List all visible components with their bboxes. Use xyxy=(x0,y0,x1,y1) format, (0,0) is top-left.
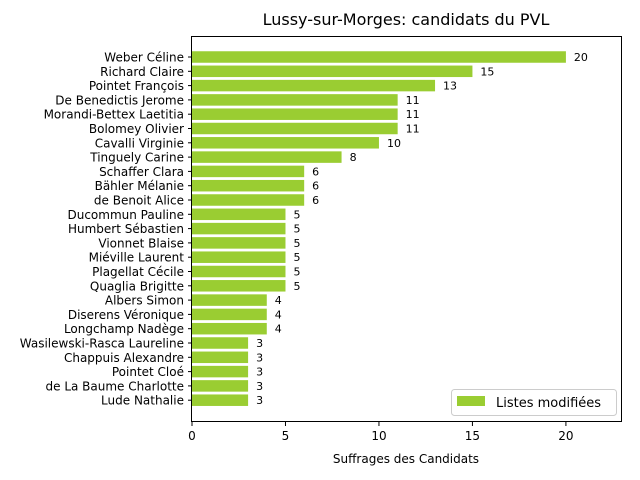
bar xyxy=(192,365,249,378)
category-label: Cavalli Virginie xyxy=(95,136,184,150)
bar xyxy=(192,108,398,120)
bar xyxy=(192,380,249,392)
category-label: Humbert Sébastien xyxy=(68,222,184,236)
category-label: Bolomey Olivier xyxy=(89,122,184,136)
value-label: 8 xyxy=(350,151,357,164)
bar xyxy=(192,208,286,221)
value-label: 5 xyxy=(293,266,300,279)
bar xyxy=(192,322,267,335)
bar xyxy=(192,251,286,263)
value-label: 4 xyxy=(275,308,282,321)
category-label: Plagellat Cécile xyxy=(92,265,184,279)
category-label: Wasilewski-Rasca Laureline xyxy=(20,337,184,351)
x-axis-label: Suffrages des Candidats xyxy=(333,452,479,466)
category-label: Morandi-Bettex Laetitia xyxy=(44,108,184,122)
x-tick-label: 20 xyxy=(558,429,573,443)
bar xyxy=(192,122,398,135)
value-label: 11 xyxy=(406,123,420,136)
bar xyxy=(192,94,398,106)
value-label: 5 xyxy=(293,237,300,250)
legend-swatch xyxy=(457,396,485,406)
x-axis-ticks: 0 5 10 15 20 xyxy=(188,422,574,443)
value-label: 13 xyxy=(443,80,457,93)
category-label: Richard Claire xyxy=(100,65,184,79)
bar xyxy=(192,151,342,163)
bar xyxy=(192,51,566,63)
category-label: De Benedictis Jerome xyxy=(55,93,184,107)
value-label: 3 xyxy=(256,337,263,350)
category-label: Quaglia Brigitte xyxy=(90,279,184,293)
value-label: 5 xyxy=(293,280,300,293)
plot-frame xyxy=(191,36,622,422)
value-label: 5 xyxy=(293,223,300,236)
category-label: Diserens Véronique xyxy=(68,308,184,322)
legend-label: Listes modifiées xyxy=(496,396,601,411)
value-label: 3 xyxy=(256,394,263,407)
category-label: Vionnet Blaise xyxy=(98,236,184,250)
value-label: 6 xyxy=(312,165,319,178)
bar xyxy=(192,394,249,406)
x-tick-label: 10 xyxy=(371,429,386,443)
bars-group xyxy=(192,51,566,406)
category-label: Chappuis Alexandre xyxy=(64,351,184,365)
bar xyxy=(192,337,249,349)
value-label: 4 xyxy=(275,294,282,307)
value-label: 5 xyxy=(293,251,300,264)
category-label: de Benoit Alice xyxy=(94,194,184,208)
value-label: 15 xyxy=(480,65,494,78)
bar xyxy=(192,265,286,278)
bar xyxy=(192,137,379,149)
category-label: Bähler Mélanie xyxy=(95,179,184,193)
bar xyxy=(192,308,267,321)
value-label: 10 xyxy=(387,137,401,150)
bar xyxy=(192,165,305,178)
value-label: 3 xyxy=(256,351,263,364)
bar xyxy=(192,351,249,364)
value-label: 5 xyxy=(293,208,300,221)
category-label: de La Baume Charlotte xyxy=(46,379,185,393)
category-label: Lude Nathalie xyxy=(101,394,184,408)
legend-box xyxy=(451,389,617,416)
chart-title: Lussy-sur-Morges: candidats du PVL xyxy=(263,10,550,29)
category-label: Weber Céline xyxy=(104,51,184,65)
category-label: Schaffer Clara xyxy=(99,165,184,179)
x-tick-label: 5 xyxy=(282,429,290,443)
value-label: 6 xyxy=(312,194,319,207)
x-tick-label: 15 xyxy=(465,429,480,443)
value-label: 4 xyxy=(275,323,282,336)
value-label: 11 xyxy=(406,108,420,121)
x-tick-label: 0 xyxy=(188,429,196,443)
value-label: 3 xyxy=(256,380,263,393)
category-label: Ducommun Pauline xyxy=(67,208,184,222)
bar xyxy=(192,280,286,292)
bar xyxy=(192,65,473,78)
category-label: Miéville Laurent xyxy=(89,251,185,265)
value-label: 6 xyxy=(312,180,319,193)
legend: Listes modifiées xyxy=(451,389,617,416)
bar xyxy=(192,237,286,249)
bar xyxy=(192,194,305,206)
category-label: Albers Simon xyxy=(105,294,184,308)
bar xyxy=(192,79,436,92)
value-label: 11 xyxy=(406,94,420,107)
category-label: Pointet François xyxy=(89,79,184,93)
bar xyxy=(192,294,267,306)
category-label: Longchamp Nadège xyxy=(64,322,184,336)
bar xyxy=(192,222,286,235)
category-label: Pointet Cloé xyxy=(112,365,184,379)
value-label: 3 xyxy=(256,366,263,379)
value-label: 20 xyxy=(574,51,588,64)
category-label: Tinguely Carine xyxy=(89,151,184,165)
bar xyxy=(192,179,305,192)
